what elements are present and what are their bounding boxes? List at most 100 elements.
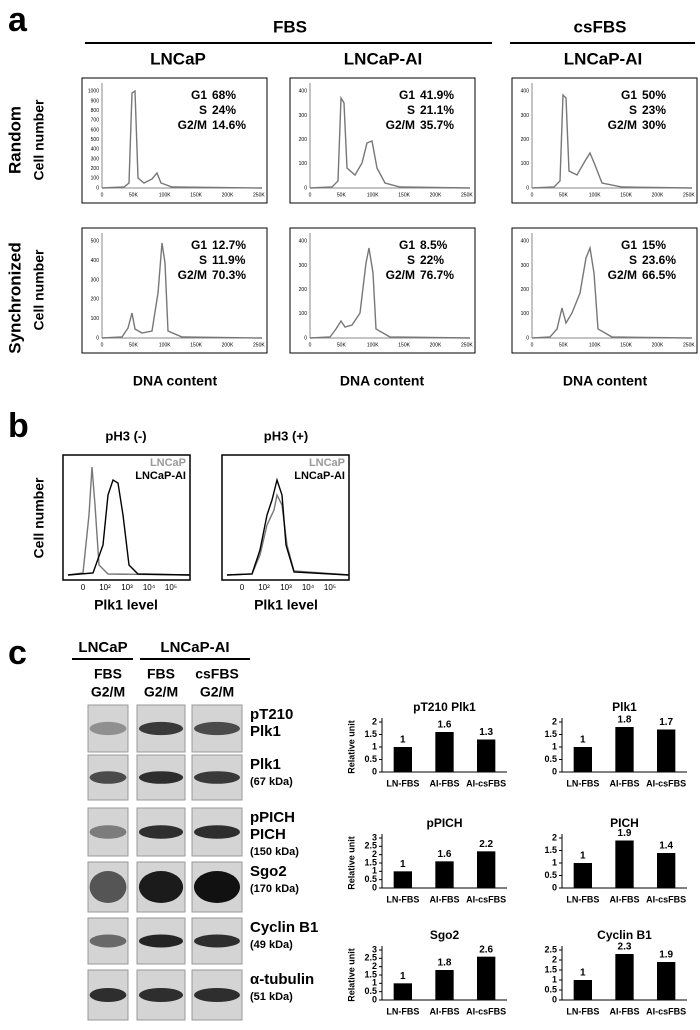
y-tick-label: 0.5 xyxy=(544,754,557,764)
blot-size: (170 kDa) xyxy=(250,883,299,895)
x-tick-label: 50K xyxy=(129,192,139,198)
y-axis-label: Cell number xyxy=(31,249,47,330)
legend-entry: LNCaP xyxy=(150,457,186,469)
bar xyxy=(615,840,634,888)
stat-value: 21.1% xyxy=(420,103,454,117)
chart-title: Cyclin B1 xyxy=(597,928,652,942)
y-tick-label: 0 xyxy=(526,185,529,191)
x-tick-label: 150K xyxy=(398,342,410,348)
stat-value: 35.7% xyxy=(420,118,454,132)
x-axis-label: DNA content xyxy=(340,373,425,389)
x-tick-label: LN-FBS xyxy=(386,894,419,904)
stat-value: 15% xyxy=(642,238,666,252)
blot-label: Sgo2 xyxy=(250,863,287,880)
y-tick-label: 200 xyxy=(521,137,530,143)
plot-frame xyxy=(81,227,268,354)
y-tick-label: 2 xyxy=(372,849,377,859)
y-axis-label: Cell number xyxy=(31,477,47,558)
y-tick-label: 300 xyxy=(521,263,530,269)
blot-band xyxy=(194,934,240,948)
y-axis-label: Relative unit xyxy=(346,720,356,774)
blot-lane xyxy=(87,807,129,857)
plot-frame xyxy=(81,77,268,204)
x-tick-label: 10⁴ xyxy=(143,583,156,592)
y-tick-label: 0 xyxy=(552,994,557,1004)
column-label: LNCaP xyxy=(150,49,206,68)
x-tick-label: 0 xyxy=(81,583,86,592)
value-label: 1.4 xyxy=(659,841,673,852)
value-label: 1.9 xyxy=(659,950,673,961)
histogram-trace xyxy=(531,93,693,189)
y-tick-label: 0 xyxy=(552,882,557,892)
y-tick-label: 1 xyxy=(552,974,557,984)
x-tick-label: 150K xyxy=(398,192,410,198)
blot-lane xyxy=(87,704,129,753)
blot-band xyxy=(138,771,184,784)
blot-band xyxy=(194,771,240,784)
y-tick-label: 0 xyxy=(96,185,99,191)
bar xyxy=(657,729,676,772)
x-tick-label: 250K xyxy=(683,192,695,198)
x-tick-label: LN-FBS xyxy=(566,894,599,904)
x-tick-label: 50K xyxy=(337,342,347,348)
x-tick-label: 0 xyxy=(101,342,104,348)
bar xyxy=(573,863,592,888)
histogram-trace xyxy=(226,492,350,576)
stat-value: 76.7% xyxy=(420,268,454,282)
column-label: LNCaP-AI xyxy=(344,49,422,68)
value-label: 1 xyxy=(400,859,406,870)
stat-phase: S xyxy=(407,253,415,267)
x-tick-label: 250K xyxy=(461,192,473,198)
x-tick-label: 250K xyxy=(461,342,473,348)
y-tick-label: 400 xyxy=(521,89,530,95)
y-tick-label: 200 xyxy=(91,297,100,303)
histogram-trace xyxy=(309,247,471,339)
x-tick-label: LN-FBS xyxy=(386,1006,419,1016)
blot-size: (150 kDa) xyxy=(250,846,299,858)
value-label: 1.6 xyxy=(438,720,452,731)
x-tick-label: 10³ xyxy=(280,583,292,592)
histogram-trace xyxy=(309,95,471,189)
y-tick-label: 2 xyxy=(372,716,377,726)
y-tick-label: 100 xyxy=(521,311,530,317)
stat-phase: S xyxy=(199,103,207,117)
value-label: 1.7 xyxy=(659,717,673,728)
row-label: Random xyxy=(5,106,24,174)
lane-phase: G2/M xyxy=(91,684,125,700)
stat-phase: G2/M xyxy=(608,268,637,282)
value-label: 1.8 xyxy=(438,958,452,969)
y-tick-label: 0.5 xyxy=(544,984,557,994)
stat-phase: G1 xyxy=(399,238,415,252)
stat-value: 23% xyxy=(642,103,666,117)
stat-phase: G2/M xyxy=(386,118,415,132)
x-tick-label: 200K xyxy=(222,342,234,348)
y-tick-label: 100 xyxy=(299,311,308,317)
blot-band xyxy=(138,988,184,1002)
x-tick-label: 200K xyxy=(652,342,664,348)
bar xyxy=(477,739,496,772)
x-tick-label: 100K xyxy=(367,342,379,348)
y-tick-label: 0.5 xyxy=(364,754,377,764)
blot-band xyxy=(89,771,127,784)
x-tick-label: 50K xyxy=(129,342,139,348)
y-axis-label: Cell number xyxy=(31,99,47,180)
plot-title: pH3 (-) xyxy=(105,428,146,443)
panel-letter: c xyxy=(8,634,27,672)
x-tick-label: 200K xyxy=(222,192,234,198)
y-tick-label: 0 xyxy=(372,994,377,1004)
x-tick-label: 150K xyxy=(190,342,202,348)
y-tick-label: 0.5 xyxy=(364,986,377,996)
x-axis-label: Plk1 level xyxy=(254,597,318,613)
bar xyxy=(393,747,412,772)
plot-frame xyxy=(511,77,698,204)
lane-serum: FBS xyxy=(94,666,122,682)
stat-phase: G2/M xyxy=(386,268,415,282)
y-tick-label: 900 xyxy=(91,98,100,104)
y-tick-label: 2.5 xyxy=(364,841,377,851)
blot-band xyxy=(89,721,127,736)
plot-frame xyxy=(511,227,698,354)
x-tick-label: AI-FBS xyxy=(610,1006,640,1016)
y-tick-label: 100 xyxy=(521,161,530,167)
chart-title: PICH xyxy=(610,816,639,830)
